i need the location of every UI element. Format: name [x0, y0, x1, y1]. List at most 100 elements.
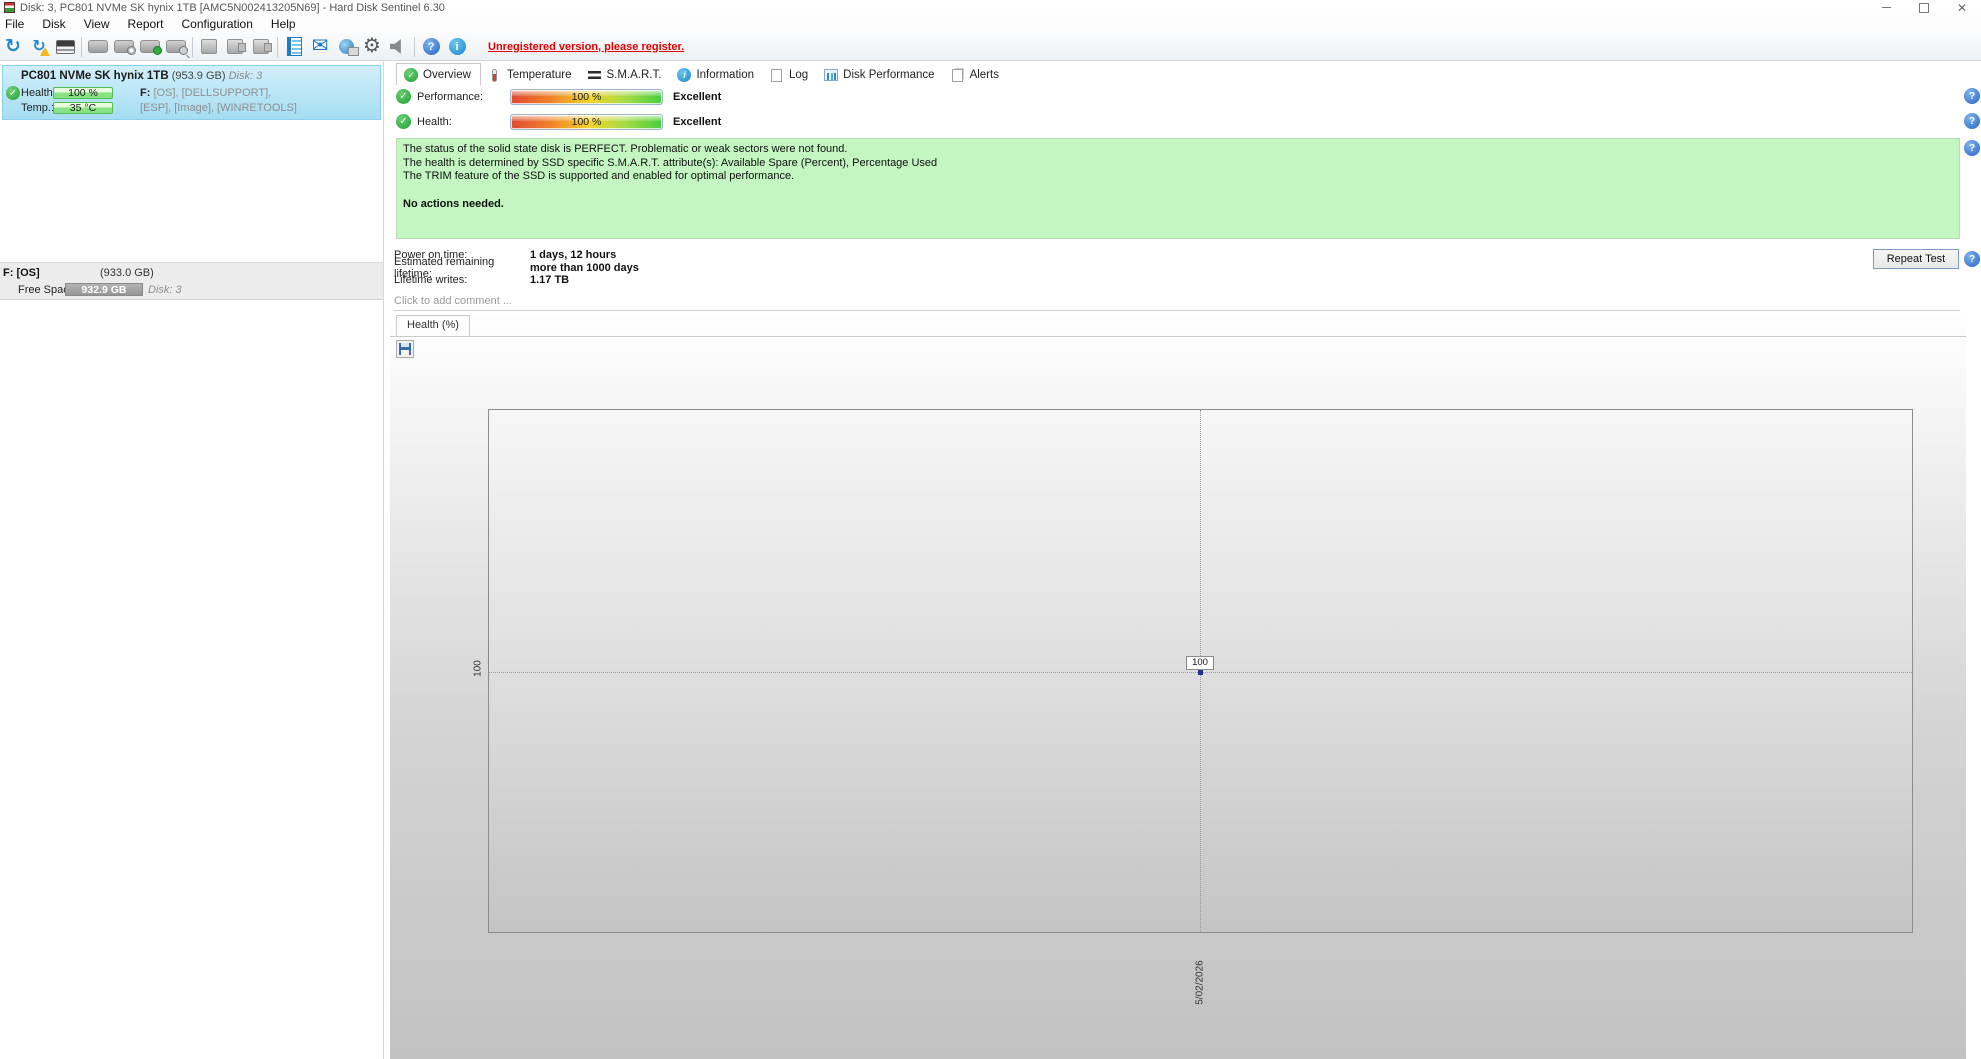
partition-size: (933.0 GB) [100, 267, 154, 279]
volume-letter: F: [140, 87, 151, 99]
stat-row: Lifetime writes: 1.17 TB [394, 274, 639, 287]
health-rating: Excellent [673, 115, 722, 128]
stats-list: Power on time: 1 days, 12 hours Estimate… [394, 249, 639, 287]
stat-label: Estimated remaining lifetime: [394, 255, 495, 280]
ok-icon: ✓ [396, 114, 411, 129]
smart-details-icon[interactable] [52, 35, 78, 59]
tab-overview[interactable]: ✓ Overview [396, 63, 481, 85]
window-title: Disk: 3, PC801 NVMe SK hynix 1TB [AMC5N0… [20, 1, 445, 14]
stat-value: 1 days, 12 hours [530, 249, 617, 262]
tab-temperature[interactable]: Temperature [481, 65, 581, 85]
partition-list-item[interactable]: F: [OS] (933.0 GB) Free Space 932.9 GB D… [0, 262, 383, 300]
floppy-icon [399, 343, 411, 355]
menu-disk[interactable]: Disk [42, 17, 66, 31]
title-bar: Disk: 3, PC801 NVMe SK hynix 1TB [AMC5N0… [0, 0, 1981, 15]
tab-label: S.M.A.R.T. [606, 69, 662, 81]
performance-rating: Excellent [673, 90, 722, 103]
stat-label: Power on time: [394, 249, 468, 262]
tab-disk-performance[interactable]: Disk Performance [817, 65, 943, 85]
volume-list-line2: [ESP], [Image], [WINRETOOLS] [140, 102, 297, 114]
help-icon[interactable]: ? [1964, 113, 1980, 129]
performance-value: 100 % [571, 90, 602, 103]
help-icon[interactable]: ? [1964, 251, 1980, 267]
chart-tab-health[interactable]: Health (%) [396, 315, 470, 336]
tab-label: Alerts [969, 69, 999, 81]
smart-icon [588, 68, 602, 82]
restore-button[interactable] [1905, 0, 1943, 15]
check-icon: ✓ [404, 68, 418, 82]
report-icon[interactable] [281, 35, 307, 59]
data-point [1198, 670, 1203, 675]
status-line: The health is determined by SSD specific… [403, 156, 938, 169]
health-chart-plot [488, 409, 1913, 933]
tab-label: Disk Performance [843, 69, 935, 81]
network-icon[interactable] [333, 35, 359, 59]
tab-alerts[interactable]: Alerts [944, 65, 1008, 85]
menu-help[interactable]: Help [270, 17, 296, 31]
status-text-box: The status of the solid state disk is PE… [396, 138, 1960, 239]
health-label: Health: [417, 115, 452, 128]
repeat-test-button[interactable]: Repeat Test [1873, 249, 1959, 269]
partition-disk-number: Disk: 3 [148, 284, 182, 296]
help-icon[interactable]: ? [418, 35, 444, 59]
performance-row: ✓ Performance: 100 % Excellent [396, 88, 721, 105]
status-line: The TRIM feature of the SSD is supported… [403, 170, 795, 182]
y-axis-tick-label: 100 [472, 660, 484, 677]
minimize-button[interactable] [1867, 0, 1905, 15]
tab-label: Temperature [506, 69, 572, 81]
save-chart-button[interactable] [396, 340, 414, 358]
tab-bar: ✓ Overview Temperature S.M.A.R.T. i Info… [396, 63, 1008, 85]
point-value-label: 100 [1186, 656, 1214, 670]
disk-ok-icon[interactable] [137, 35, 163, 59]
status-action: No actions needed. [403, 197, 504, 210]
refresh-icon[interactable] [0, 35, 26, 59]
disk-clock-icon[interactable] [111, 35, 137, 59]
info-icon[interactable]: i [444, 35, 470, 59]
drive-eject-icon[interactable] [248, 35, 274, 59]
app-icon [4, 2, 15, 13]
toolbar: ? i Unregistered version, please registe… [0, 33, 1981, 61]
free-space-label: Free Space [18, 284, 75, 296]
stat-row: Power on time: 1 days, 12 hours [394, 249, 639, 262]
stat-value: more than 1000 days [530, 261, 639, 274]
tab-label: Log [788, 69, 809, 81]
pages-icon [951, 68, 965, 82]
x-axis-tick-label: 5/02/2026 [1194, 960, 1206, 1005]
tab-log[interactable]: Log [763, 65, 817, 85]
comment-input[interactable] [394, 292, 1960, 311]
status-line: The status of the solid state disk is PE… [403, 143, 848, 155]
close-button[interactable]: ✕ [1956, 0, 1968, 15]
tab-information[interactable]: i Information [670, 65, 763, 85]
help-icon[interactable]: ? [1964, 88, 1980, 104]
menu-configuration[interactable]: Configuration [181, 17, 253, 31]
disk-list-sidebar: PC801 NVMe SK hynix 1TB (953.9 GB) Disk:… [0, 61, 384, 1059]
tab-smart[interactable]: S.M.A.R.T. [581, 65, 671, 85]
thermometer-icon [488, 68, 502, 82]
menu-view[interactable]: View [83, 17, 110, 31]
help-icon[interactable]: ? [1964, 140, 1980, 156]
disk-icon[interactable] [85, 35, 111, 59]
disk-name: PC801 NVMe SK hynix 1TB [21, 70, 169, 82]
tab-label: Information [696, 69, 754, 81]
sound-icon[interactable] [385, 35, 411, 59]
document-icon [770, 68, 784, 82]
chart-tab-divider [390, 336, 1966, 337]
disk-title: PC801 NVMe SK hynix 1TB (953.9 GB) Disk:… [21, 70, 262, 82]
health-ok-icon: ✓ [6, 86, 20, 100]
menu-report[interactable]: Report [127, 17, 164, 31]
disk-search-icon[interactable] [163, 35, 189, 59]
drive-icon[interactable] [196, 35, 222, 59]
mail-icon[interactable] [307, 35, 333, 59]
refresh-warning-icon[interactable] [26, 35, 52, 59]
settings-icon[interactable] [359, 35, 385, 59]
unregistered-link[interactable]: Unregistered version, please register. [488, 40, 685, 53]
toolbar-separator [414, 36, 415, 57]
menu-file[interactable]: File [5, 17, 25, 31]
drive-connect-icon[interactable] [222, 35, 248, 59]
temp-bar: 35 °C [53, 102, 113, 114]
disk-number: Disk: 3 [228, 70, 263, 82]
disk-list-item-selected[interactable]: PC801 NVMe SK hynix 1TB (953.9 GB) Disk:… [2, 65, 381, 120]
toolbar-separator [192, 36, 193, 57]
temp-label: Temp.: [21, 102, 55, 114]
